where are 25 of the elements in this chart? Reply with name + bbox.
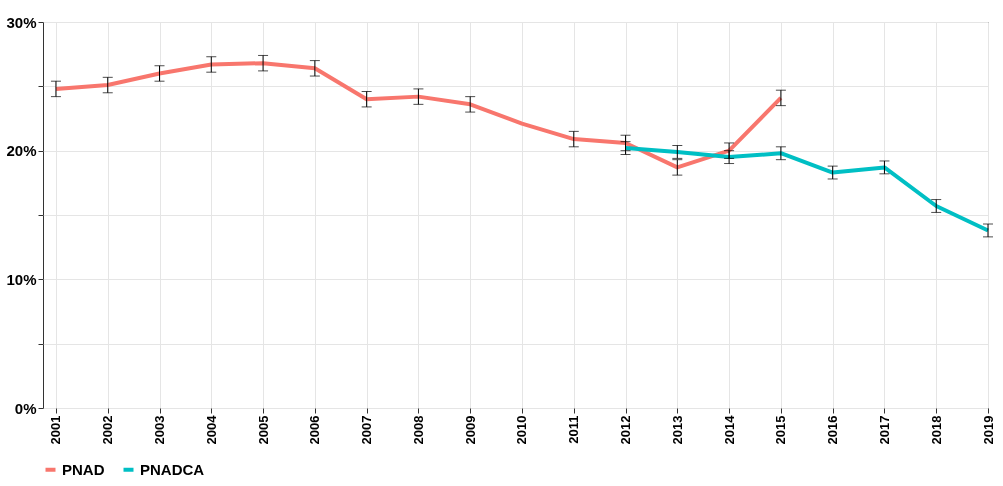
x-tick-label: 2001 (48, 415, 64, 445)
legend-label: PNAD (62, 460, 105, 478)
x-tick-label: 2014 (721, 414, 737, 445)
x-tick-label: 2017 (876, 415, 892, 445)
x-tick-label: 2012 (618, 415, 634, 445)
x-tick-label: 2006 (307, 415, 323, 445)
x-tick-label: 2010 (514, 415, 530, 445)
x-tick-label: 2016 (825, 415, 841, 445)
x-tick-label: 2018 (928, 415, 944, 445)
x-tick-label: 2007 (359, 415, 375, 445)
x-tick-label: 2019 (980, 415, 996, 445)
legend-label: PNADCA (140, 460, 205, 478)
x-tick-label: 2013 (669, 415, 685, 445)
x-tick-label: 2005 (255, 415, 271, 445)
x-tick-label: 2003 (152, 415, 168, 445)
y-tick-label: 0% (14, 399, 37, 417)
x-tick-label: 2015 (773, 415, 789, 445)
x-tick-label: 2004 (203, 414, 219, 445)
x-tick-label: 2011 (566, 415, 582, 444)
y-tick-label: 30% (6, 13, 37, 31)
x-tick-label: 2002 (100, 415, 116, 445)
x-tick-label: 2008 (410, 415, 426, 445)
y-tick-label: 20% (6, 142, 37, 160)
x-tick-label: 2009 (462, 415, 478, 445)
y-tick-label: 10% (6, 270, 37, 288)
